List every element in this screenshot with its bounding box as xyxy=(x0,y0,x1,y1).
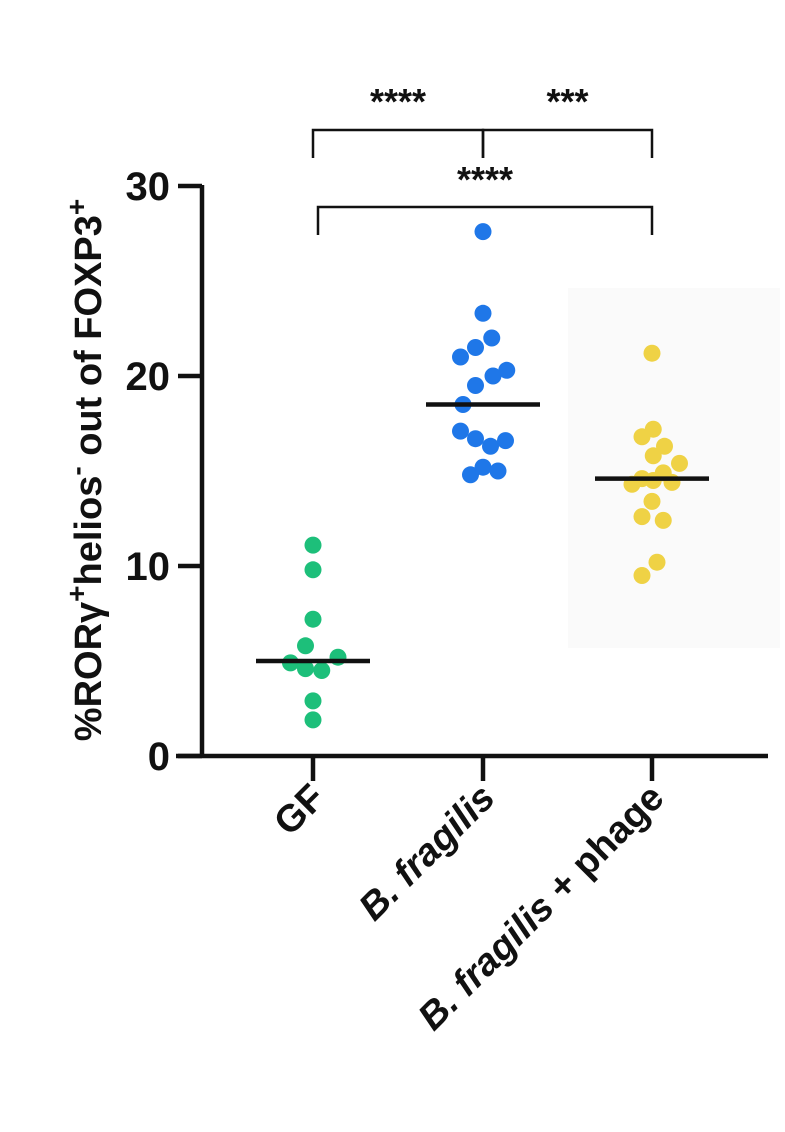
data-point xyxy=(452,348,469,366)
data-point xyxy=(297,660,314,678)
data-point xyxy=(643,344,661,362)
data-point xyxy=(671,454,688,472)
data-point xyxy=(644,447,662,465)
data-point xyxy=(633,567,651,584)
data-point xyxy=(313,662,331,679)
y-tick-label: 10 xyxy=(126,545,171,589)
data-point xyxy=(474,223,492,241)
y-tick-label: 0 xyxy=(148,735,170,779)
data-point xyxy=(297,637,314,655)
data-point xyxy=(452,422,469,440)
data-points xyxy=(282,223,688,729)
data-point xyxy=(304,610,322,628)
data-point xyxy=(656,437,673,455)
data-point xyxy=(482,437,499,455)
data-point xyxy=(654,511,672,529)
data-point xyxy=(467,430,484,448)
y-axis: 0 10 20 30 xyxy=(126,165,205,779)
y-ticks: 0 10 20 30 xyxy=(126,165,202,779)
data-point xyxy=(643,492,661,510)
data-point xyxy=(633,508,651,526)
median-lines xyxy=(256,402,709,664)
data-point xyxy=(467,377,484,394)
significance-label: **** xyxy=(370,81,426,122)
data-point xyxy=(498,361,516,379)
y-axis-label: %RORγ+helios- out of FOXP3+ xyxy=(61,199,111,741)
y-tick-label: 20 xyxy=(126,355,171,399)
data-point xyxy=(304,711,322,729)
data-point xyxy=(304,536,322,554)
data-point xyxy=(304,692,322,710)
significance-bracket xyxy=(316,205,654,235)
data-point xyxy=(462,466,479,484)
significance-label: *** xyxy=(546,81,588,122)
data-point xyxy=(489,462,507,480)
significance-label: **** xyxy=(457,159,513,200)
data-point xyxy=(497,432,514,450)
data-point xyxy=(304,561,322,579)
data-point xyxy=(483,329,501,347)
significance-brackets: **** ******* xyxy=(311,81,654,235)
data-point xyxy=(474,304,492,322)
significance-bracket xyxy=(481,128,654,158)
data-point xyxy=(644,420,662,438)
y-tick-label: 30 xyxy=(126,165,171,209)
data-point xyxy=(648,553,666,571)
data-point xyxy=(467,339,484,356)
data-point xyxy=(474,458,492,476)
data-point xyxy=(484,367,502,385)
